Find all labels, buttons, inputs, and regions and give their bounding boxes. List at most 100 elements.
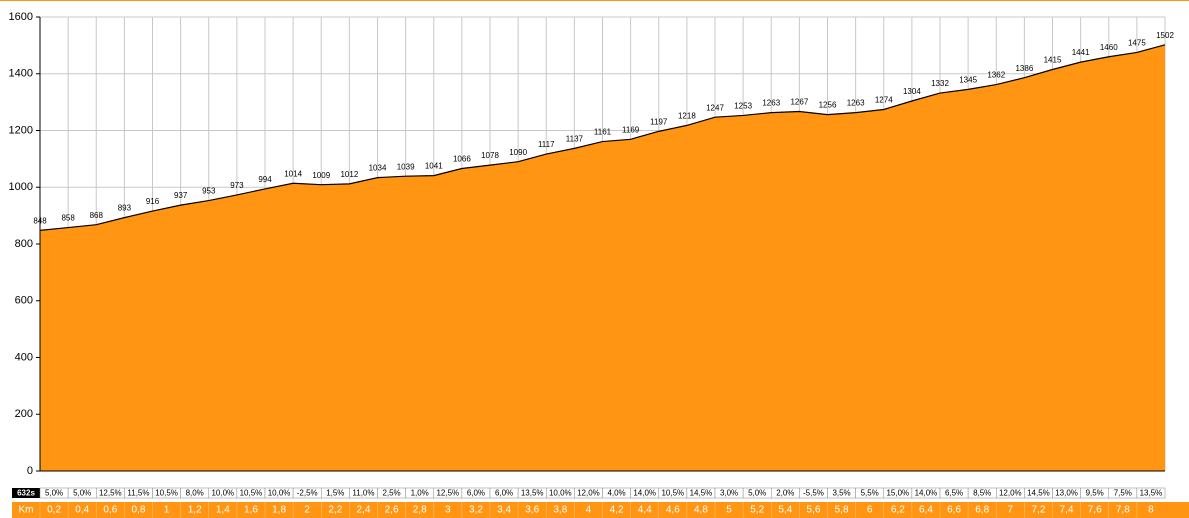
km-label: 5,6 [806, 505, 820, 516]
value-label: 1034 [369, 164, 387, 173]
grade-label: -5,5% [803, 489, 824, 498]
value-label: 1041 [425, 162, 443, 171]
grade-label: 5,0% [748, 489, 766, 498]
value-label: 1090 [509, 148, 527, 157]
km-label: 7,8 [1116, 505, 1130, 516]
value-label: 1066 [453, 155, 471, 164]
km-label: 5,8 [835, 505, 849, 516]
value-label: 1362 [987, 71, 1005, 80]
grade-label: 10,5% [661, 489, 684, 498]
km-label: 4,2 [610, 505, 624, 516]
km-label: 1,6 [244, 505, 258, 516]
grade-label: 13,5% [1140, 489, 1163, 498]
km-label: 4 [586, 505, 592, 516]
grade-label: 12,5% [99, 489, 122, 498]
grade-label: 2,0% [776, 489, 794, 498]
value-label: 1345 [959, 75, 977, 84]
grade-label: -2,5% [297, 489, 318, 498]
km-label: 2 [304, 505, 310, 516]
km-label: 3 [445, 505, 451, 516]
km-label: 7,2 [1031, 505, 1045, 516]
corner-label: 632s [17, 489, 35, 498]
grade-label: 14,0% [633, 489, 656, 498]
km-label: 1,2 [188, 505, 202, 516]
value-label: 1263 [847, 99, 865, 108]
y-tick-label: 1400 [9, 68, 33, 80]
value-label: 1247 [706, 103, 724, 112]
grade-label: 11,0% [352, 489, 374, 498]
grade-label: 11,5% [127, 489, 149, 498]
value-label: 1332 [931, 79, 949, 88]
km-label: 5 [726, 505, 732, 516]
value-label: 1009 [312, 171, 330, 180]
area [40, 44, 1165, 472]
grade-label: 7,5% [1114, 489, 1132, 498]
grade-label: 14,0% [915, 489, 938, 498]
km-label: 7,4 [1060, 505, 1074, 516]
grade-label: 3,5% [832, 489, 850, 498]
grade-label: 6,0% [467, 489, 485, 498]
grade-label: 5,5% [861, 489, 879, 498]
km-label: 4,6 [666, 505, 680, 516]
km-row [12, 502, 1189, 518]
value-label: 893 [118, 204, 132, 213]
value-label: 973 [230, 181, 244, 190]
value-label: 1263 [762, 99, 780, 108]
y-tick-label: 200 [15, 408, 33, 420]
km-label: 4,4 [638, 505, 652, 516]
y-tick-label: 1200 [9, 124, 33, 136]
km-label: 2,8 [413, 505, 427, 516]
value-label: 1274 [875, 96, 893, 105]
grade-label: 3,0% [720, 489, 738, 498]
km-label: 2,4 [356, 505, 370, 516]
km-label: 5,2 [750, 505, 764, 516]
value-label: 1039 [397, 162, 415, 171]
value-label: 868 [90, 211, 104, 220]
value-label: 1161 [594, 128, 612, 137]
value-label: 994 [258, 175, 272, 184]
value-label: 1415 [1044, 56, 1062, 65]
km-label: 1,8 [272, 505, 286, 516]
grade-label: 2,5% [382, 489, 400, 498]
value-label: 858 [61, 214, 75, 223]
value-label: 1386 [1015, 64, 1033, 73]
grade-label: 6,0% [495, 489, 513, 498]
km-label: 6,4 [919, 505, 933, 516]
value-label: 1304 [903, 87, 921, 96]
value-label: 1502 [1156, 31, 1174, 40]
corner-cell [12, 488, 40, 498]
value-label: 1253 [734, 102, 752, 111]
y-tick-label: 1000 [9, 181, 33, 193]
y-tick-label: 600 [15, 295, 33, 307]
grade-label: 1,0% [411, 489, 429, 498]
value-label: 1137 [566, 134, 584, 143]
grade-label: 10,0% [268, 489, 291, 498]
km-label: 3,2 [469, 505, 483, 516]
grade-label: 10,0% [549, 489, 572, 498]
km-label: 3,4 [497, 505, 511, 516]
grade-label: 10,5% [240, 489, 263, 498]
grade-label: 14,5% [1027, 489, 1050, 498]
y-tick-label: 1600 [9, 11, 33, 23]
value-label: 1014 [284, 169, 302, 178]
profile-line [39, 44, 1166, 231]
km-label: 0,4 [75, 505, 89, 516]
grade-label: 15,0% [886, 489, 909, 498]
value-label: 1475 [1128, 39, 1146, 48]
value-label: 1256 [819, 101, 837, 110]
grade-label: 12,5% [436, 489, 459, 498]
grade-label: 10,5% [155, 489, 178, 498]
km-label: 5,4 [778, 505, 792, 516]
value-label: 1460 [1100, 43, 1118, 52]
km-label: 1 [164, 505, 170, 516]
km-label: 0,8 [131, 505, 145, 516]
km-label: 8 [1148, 505, 1154, 516]
grade-label: 4,0% [607, 489, 625, 498]
km-label: 7,6 [1088, 505, 1102, 516]
km-label: 2,2 [328, 505, 342, 516]
km-label: 7 [1008, 505, 1014, 516]
grade-cell [1136, 487, 1166, 499]
value-label: 937 [174, 191, 188, 200]
grade-label: 8,0% [186, 489, 204, 498]
